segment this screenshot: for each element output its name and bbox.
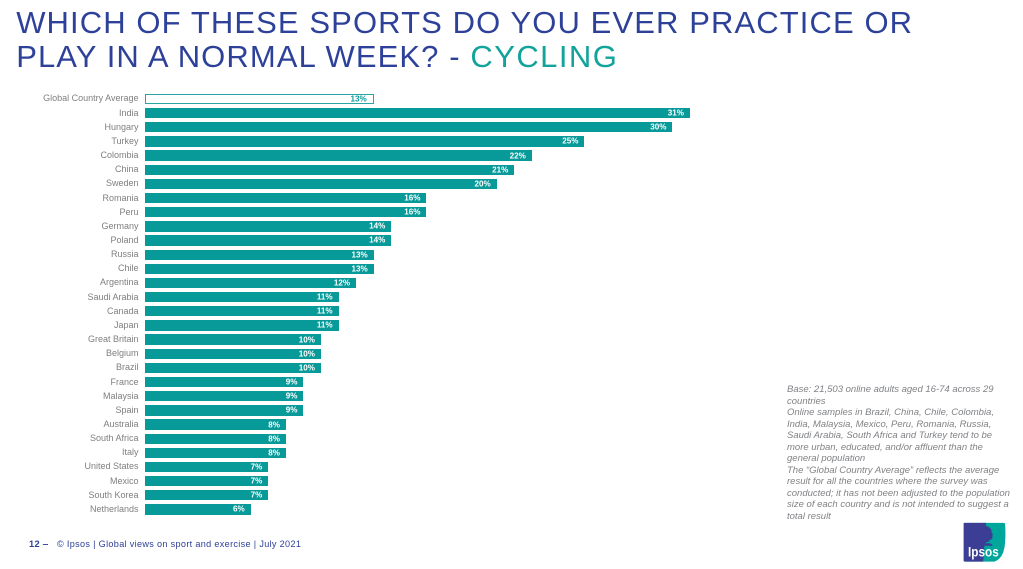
svg-text:Ipsos: Ipsos	[968, 543, 999, 559]
